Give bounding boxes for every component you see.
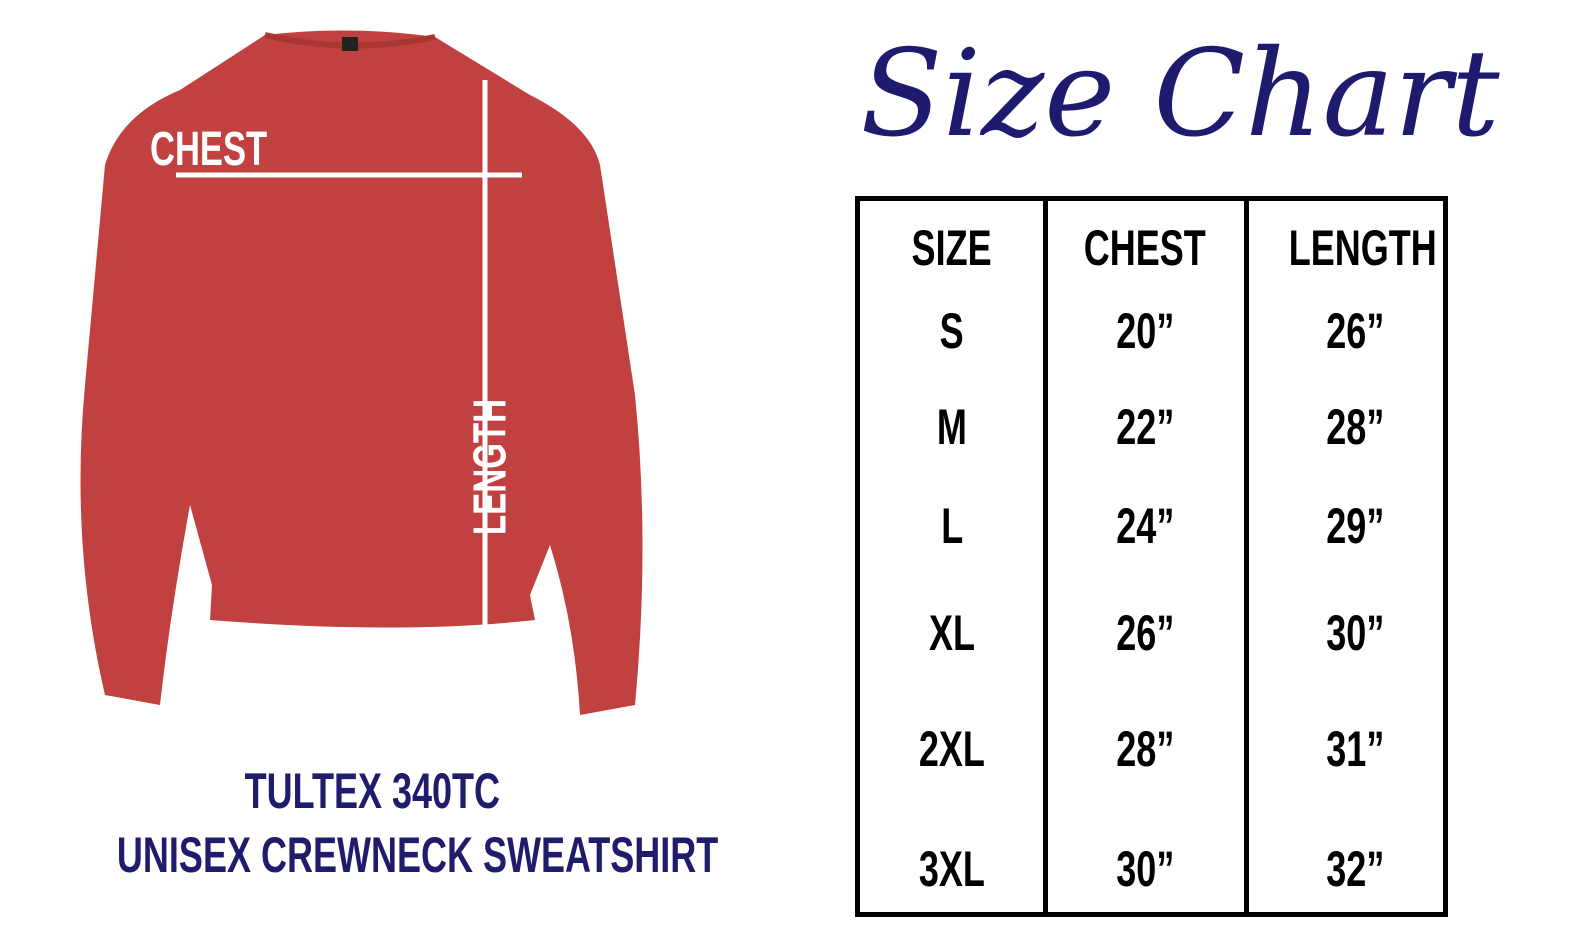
table-cell: 26” — [1050, 608, 1240, 658]
table-cell: 3XL — [857, 844, 1047, 894]
table-cell-text: 30” — [1325, 605, 1385, 661]
table-cell-text: 30” — [1115, 841, 1175, 897]
table-cell: M — [857, 402, 1047, 452]
chest-measure-label: CHEST — [150, 123, 268, 176]
header-size: SIZE — [857, 223, 1047, 273]
table-cell: 30” — [1050, 844, 1240, 894]
table-cell-text: 31” — [1325, 721, 1385, 777]
table-cell-text: L — [940, 498, 963, 554]
size-table: SIZE CHEST LENGTH S 20” 26” M 22” 28” L 24” 29” XL 26… — [855, 196, 1448, 917]
table-cell: 31” — [1260, 724, 1450, 774]
table-cell-text: 26” — [1115, 605, 1175, 661]
table-cell-text: 3XL — [918, 841, 986, 897]
length-measure-label: LENGTH — [463, 398, 516, 536]
table-cell: L — [857, 501, 1047, 551]
product-model-text: TULTEX 340TC — [244, 763, 501, 819]
product-description-text: UNISEX CREWNECK SWEATSHIRT — [116, 827, 719, 883]
table-cell-text: XL — [928, 605, 976, 661]
table-cell: 28” — [1050, 724, 1240, 774]
table-cell-text: S — [939, 303, 965, 359]
table-cell-text: M — [937, 399, 967, 455]
header-chest-text: CHEST — [1083, 220, 1207, 276]
table-cell: S — [857, 306, 1047, 356]
column-divider — [1244, 201, 1249, 912]
header-chest: CHEST — [1050, 223, 1240, 273]
sweatshirt-image — [80, 30, 643, 716]
table-cell: 28” — [1260, 402, 1450, 452]
table-cell: 26” — [1260, 306, 1450, 356]
table-cell-text: 20” — [1115, 303, 1175, 359]
table-cell: 20” — [1050, 306, 1240, 356]
table-cell-text: 26” — [1325, 303, 1385, 359]
table-cell: XL — [857, 608, 1047, 658]
size-chart-title: Size Chart — [860, 25, 1500, 164]
table-cell: 2XL — [857, 724, 1047, 774]
header-size-text: SIZE — [911, 220, 993, 276]
table-cell: 29” — [1260, 501, 1450, 551]
table-cell-text: 29” — [1325, 498, 1385, 554]
product-description: UNISEX CREWNECK SWEATSHIRT — [0, 826, 745, 884]
table-cell-text: 2XL — [918, 721, 986, 777]
header-length-text: LENGTH — [1288, 220, 1437, 276]
table-cell-text: 22” — [1115, 399, 1175, 455]
column-divider — [1043, 201, 1048, 912]
table-cell: 32” — [1260, 844, 1450, 894]
header-length: LENGTH — [1260, 223, 1450, 273]
table-cell-text: 28” — [1115, 721, 1175, 777]
table-cell-text: 24” — [1115, 498, 1175, 554]
table-cell-text: 28” — [1325, 399, 1385, 455]
table-cell-text: 32” — [1325, 841, 1385, 897]
table-cell: 24” — [1050, 501, 1240, 551]
table-cell: 30” — [1260, 608, 1450, 658]
table-cell: 22” — [1050, 402, 1240, 452]
product-model: TULTEX 340TC — [0, 762, 745, 820]
